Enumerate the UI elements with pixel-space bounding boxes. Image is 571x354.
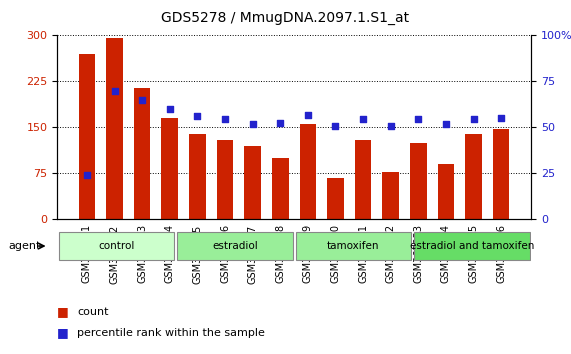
Bar <box>244 146 261 219</box>
Bar <box>438 164 455 219</box>
Bar <box>106 39 123 219</box>
Bar <box>493 129 509 219</box>
FancyBboxPatch shape <box>414 232 529 261</box>
Point <box>441 121 451 127</box>
Text: tamoxifen: tamoxifen <box>327 241 380 251</box>
Bar <box>410 143 427 219</box>
Point <box>386 123 395 129</box>
Point <box>82 172 91 178</box>
Text: GDS5278 / MmugDNA.2097.1.S1_at: GDS5278 / MmugDNA.2097.1.S1_at <box>162 11 409 25</box>
Bar <box>355 140 371 219</box>
Text: ■: ■ <box>57 326 69 339</box>
Text: count: count <box>77 307 108 316</box>
Point <box>220 116 230 122</box>
Point <box>110 88 119 93</box>
Bar <box>134 87 150 219</box>
Bar <box>189 133 206 219</box>
FancyBboxPatch shape <box>177 232 292 261</box>
Text: percentile rank within the sample: percentile rank within the sample <box>77 328 265 338</box>
FancyBboxPatch shape <box>59 232 174 261</box>
Bar <box>162 118 178 219</box>
Text: agent: agent <box>9 241 41 251</box>
Point <box>359 116 368 122</box>
Text: estradiol: estradiol <box>212 241 258 251</box>
FancyBboxPatch shape <box>296 232 411 261</box>
Point <box>497 115 506 121</box>
Point <box>193 114 202 119</box>
Bar <box>79 54 95 219</box>
Point <box>303 112 312 118</box>
Point <box>248 121 257 127</box>
Bar <box>465 133 482 219</box>
Bar <box>272 158 288 219</box>
Text: ■: ■ <box>57 305 69 318</box>
Bar <box>300 124 316 219</box>
Point <box>331 123 340 129</box>
Point <box>276 120 285 125</box>
Text: estradiol and tamoxifen: estradiol and tamoxifen <box>409 241 534 251</box>
Point <box>469 116 478 122</box>
Point <box>138 97 147 103</box>
Bar <box>327 178 344 219</box>
Point <box>414 116 423 122</box>
Bar <box>217 140 234 219</box>
Point <box>165 106 174 112</box>
Bar <box>383 172 399 219</box>
Text: control: control <box>98 241 135 251</box>
